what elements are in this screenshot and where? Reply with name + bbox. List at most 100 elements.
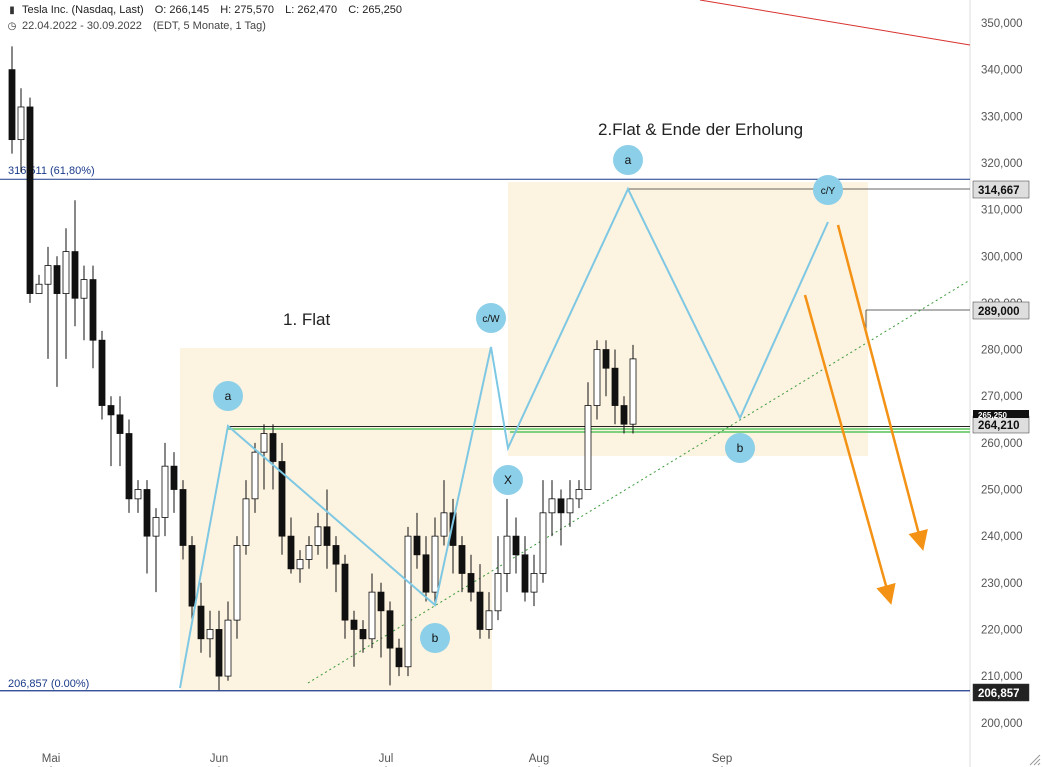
y-tick-label: 210,000 <box>981 671 1023 683</box>
candle <box>368 591 376 640</box>
last-price-tag <box>973 410 1029 418</box>
candle <box>98 339 106 406</box>
price-tag <box>972 180 1030 199</box>
candle <box>386 610 394 649</box>
x-tick-label: Mai <box>42 753 61 765</box>
y-tick-label: 330,000 <box>981 111 1023 123</box>
high-value: H: 275,570 <box>220 4 275 16</box>
y-tick-label: 270,000 <box>981 391 1023 403</box>
y-tick-label: 350,000 <box>981 18 1023 30</box>
candle <box>233 545 241 621</box>
candle <box>188 545 196 607</box>
x-tick-label: Jun <box>210 753 229 765</box>
candle <box>206 629 214 640</box>
wave-label: X <box>504 473 512 487</box>
x-tick-label: Sep <box>712 753 732 765</box>
candle <box>467 573 475 593</box>
candle <box>242 498 250 546</box>
price-tag-label: 289,000 <box>978 306 1020 318</box>
candle <box>539 512 547 574</box>
candle <box>566 498 574 514</box>
wave-label: a <box>225 389 232 403</box>
projection-arrow <box>803 294 896 605</box>
clock-icon: ◷ <box>7 21 17 32</box>
last-price-tag-label: 265,250 <box>978 411 1007 420</box>
flat-2-zone <box>508 182 868 456</box>
candle <box>629 358 637 425</box>
wave-label: a <box>625 153 632 167</box>
candle <box>557 498 565 514</box>
annotation-flat-1: 1. Flat <box>283 310 331 329</box>
candle <box>413 535 421 556</box>
candlestick-chart-icon: ▮ <box>9 5 15 16</box>
candle <box>224 619 232 677</box>
candle <box>620 405 628 425</box>
candle <box>170 465 178 490</box>
annotation-flat-2: 2.Flat & Ende der Erholung <box>598 120 803 139</box>
candle <box>341 563 349 621</box>
candle <box>80 279 88 299</box>
candle <box>116 414 124 434</box>
wave-label: b <box>432 631 439 645</box>
fib-level-label: 206,857 (0.00%) <box>8 678 89 690</box>
wave-label-bubble <box>493 465 523 495</box>
close-value: C: 265,250 <box>348 4 403 16</box>
y-tick-label: 250,000 <box>981 485 1023 497</box>
y-tick-label: 340,000 <box>981 65 1023 77</box>
candle <box>431 535 439 593</box>
projection-arrow <box>836 224 928 551</box>
candle <box>395 647 403 668</box>
candle <box>125 433 133 500</box>
candle <box>494 573 502 612</box>
y-tick-label: 200,000 <box>981 718 1023 730</box>
candle <box>296 559 304 570</box>
candle <box>404 535 412 668</box>
candle <box>152 517 160 537</box>
price-tag-label: 206,857 <box>978 688 1020 700</box>
wave-label: c/Y <box>821 186 836 197</box>
candle <box>143 489 151 537</box>
low-value: L: 262,470 <box>285 4 338 16</box>
candle <box>197 605 205 640</box>
y-tick-label: 240,000 <box>981 531 1023 543</box>
candle <box>269 433 277 462</box>
candle <box>602 349 610 369</box>
chart-header: ▮ Tesla Inc. (Nasdaq, Last) O: 266,145 H:… <box>6 4 402 16</box>
candle <box>521 554 529 593</box>
candle <box>359 629 367 640</box>
candle <box>440 512 448 537</box>
candle <box>287 535 295 570</box>
candle <box>44 265 52 285</box>
candle <box>503 535 511 574</box>
wave-label-bubble <box>420 623 450 653</box>
candle <box>71 251 79 299</box>
price-tag <box>972 683 1030 702</box>
price-tag-label: 314,667 <box>978 185 1020 197</box>
chart-subheader: ◷ 22.04.2022 - 30.09.2022 (EDT, 5 Monate,… <box>6 20 266 32</box>
wave-label-bubble <box>725 433 755 463</box>
candle <box>584 405 592 490</box>
instrument-name: Tesla Inc. (Nasdaq, Last) <box>22 4 144 16</box>
candle <box>260 433 268 453</box>
candle <box>332 545 340 565</box>
candle <box>305 545 313 560</box>
candle <box>278 461 286 537</box>
candle <box>611 367 619 406</box>
candle <box>485 610 493 630</box>
wave-label-bubble <box>813 175 843 205</box>
wave-label-bubble <box>613 145 643 175</box>
candle <box>134 489 142 500</box>
candle <box>323 526 331 546</box>
chart-meta: (EDT, 5 Monate, 1 Tag) <box>152 20 266 32</box>
candle <box>26 106 34 294</box>
candle <box>107 405 115 416</box>
candle <box>449 512 457 546</box>
candle <box>458 545 466 574</box>
y-tick-label: 220,000 <box>981 624 1023 636</box>
candle <box>422 554 430 593</box>
candle <box>53 265 61 294</box>
candle <box>161 465 169 518</box>
y-tick-label: 280,000 <box>981 345 1023 357</box>
resize-grip-icon[interactable] <box>1029 754 1041 766</box>
